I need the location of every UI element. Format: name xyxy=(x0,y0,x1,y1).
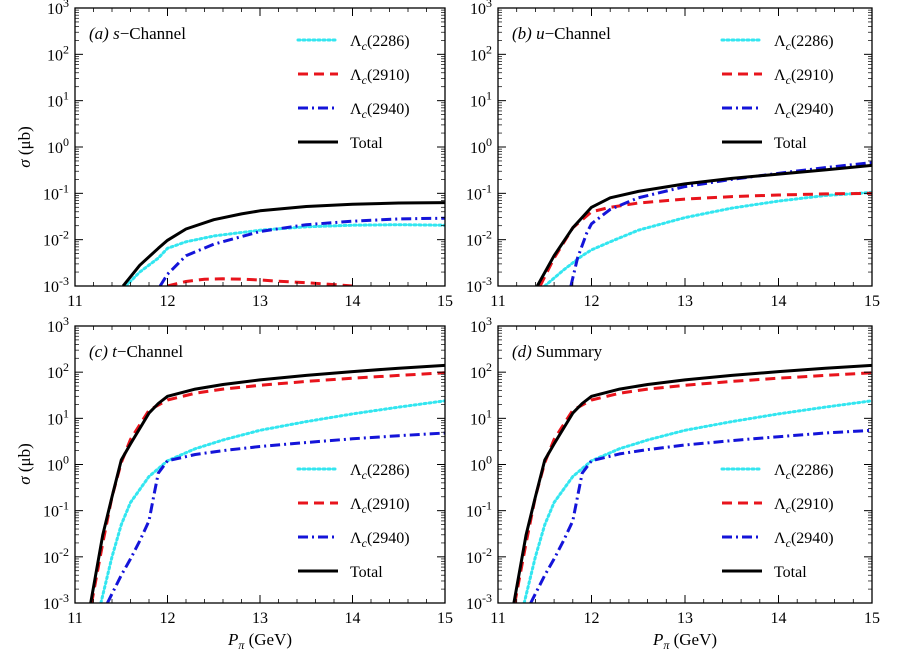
series-line-total xyxy=(121,201,445,286)
y-tick-label: 103 xyxy=(47,0,69,18)
x-tick-label: 13 xyxy=(252,293,268,310)
legend-label-total: Total xyxy=(350,564,383,581)
legend: Λc(2286) Λc(2910) Λc(2940) Total xyxy=(296,462,410,581)
x-tick-label: 14 xyxy=(345,610,361,627)
series-line-c-2286 xyxy=(99,399,445,603)
y-tick-label: 10-1 xyxy=(466,499,492,521)
series-line-c-2940 xyxy=(569,161,872,286)
panel-label: (d) Summary xyxy=(512,342,603,361)
y-tick-label: 10-1 xyxy=(43,181,69,203)
y-tick-label: 102 xyxy=(470,360,492,382)
series-line-c-2910 xyxy=(167,277,353,286)
y-tick-label: 101 xyxy=(47,406,69,428)
panel-4: 11 12 13 14 15 10-3 10-2 10-1 100 101 102 103 (d) Su… xyxy=(466,314,880,627)
series-line-c-2940 xyxy=(529,428,872,603)
x-axis-label: Pπ (GeV) xyxy=(652,630,717,652)
y-tick-label: 100 xyxy=(470,135,492,157)
x-tick-label: 11 xyxy=(67,610,82,627)
x-axis-label: Pπ (GeV) xyxy=(227,630,292,652)
y-tick-label: 10-3 xyxy=(466,591,492,613)
y-tick-label: 10-1 xyxy=(466,181,492,203)
x-tick-label: 12 xyxy=(584,293,600,310)
legend-label-c-2286: Λc(2286) xyxy=(774,462,834,482)
x-tick-label: 11 xyxy=(490,610,505,627)
series-line-c-2286 xyxy=(522,399,872,603)
legend-label-c-2910: Λc(2910) xyxy=(350,496,410,516)
x-tick-label: 13 xyxy=(677,610,693,627)
legend: Λc(2286) Λc(2910) Λc(2940) Total xyxy=(296,33,410,152)
series-line-total xyxy=(535,163,872,286)
legend: Λc(2286) Λc(2910) Λc(2940) Total xyxy=(720,33,834,152)
x-tick-label: 15 xyxy=(864,610,880,627)
x-tick-label: 12 xyxy=(160,610,176,627)
series-line-c-2286 xyxy=(124,223,445,286)
y-tick-label: 101 xyxy=(470,89,492,111)
x-tick-label: 14 xyxy=(771,610,787,627)
x-tick-label: 13 xyxy=(677,293,693,310)
legend-label-c-2940: Λc(2940) xyxy=(350,530,410,550)
y-tick-label: 10-3 xyxy=(466,274,492,296)
series-group xyxy=(89,363,445,603)
y-tick-label: 10-3 xyxy=(43,591,69,613)
legend-label-c-2286: Λc(2286) xyxy=(350,33,410,53)
y-tick-label: 10-2 xyxy=(466,228,492,250)
y-tick-label: 10-1 xyxy=(43,499,69,521)
y-tick-label: 102 xyxy=(47,360,69,382)
panel-1: 11 12 13 14 15 10-3 10-2 10-1 100 101 102 103 (a) s−… xyxy=(43,0,453,310)
x-tick-label: 11 xyxy=(490,293,505,310)
series-line-total xyxy=(512,363,872,603)
legend-label-c-2286: Λc(2286) xyxy=(774,33,834,53)
x-tick-label: 11 xyxy=(67,293,82,310)
legend-label-total: Total xyxy=(774,564,807,581)
y-tick-label: 101 xyxy=(47,89,69,111)
x-tick-label: 13 xyxy=(252,610,268,627)
x-tick-label: 14 xyxy=(771,293,787,310)
y-tick-label: 10-2 xyxy=(43,545,69,567)
y-tick-label: 100 xyxy=(47,453,69,475)
panel-label: (b) u−Channel xyxy=(512,24,611,43)
y-tick-label: 103 xyxy=(470,314,492,336)
legend-label-total: Total xyxy=(350,135,383,152)
series-group xyxy=(535,161,872,286)
legend-label-c-2286: Λc(2286) xyxy=(350,462,410,482)
panel-label: (c) t−Channel xyxy=(89,342,183,361)
series-line-c-2940 xyxy=(106,431,445,603)
x-tick-label: 15 xyxy=(437,610,453,627)
legend-label-c-2910: Λc(2910) xyxy=(774,496,834,516)
y-tick-label: 101 xyxy=(470,406,492,428)
x-tick-label: 15 xyxy=(437,293,453,310)
legend-label-c-2940: Λc(2940) xyxy=(774,530,834,550)
y-tick-label: 10-3 xyxy=(43,274,69,296)
x-tick-label: 12 xyxy=(160,293,176,310)
legend-label-c-2910: Λc(2910) xyxy=(350,67,410,87)
y-tick-label: 102 xyxy=(47,42,69,64)
legend: Λc(2286) Λc(2910) Λc(2940) Total xyxy=(720,462,834,581)
y-tick-label: 103 xyxy=(470,0,492,18)
x-tick-label: 15 xyxy=(864,293,880,310)
y-axis-label: σ (μb) xyxy=(15,443,34,485)
legend-label-total: Total xyxy=(774,135,807,152)
legend-label-c-2910: Λc(2910) xyxy=(774,67,834,87)
y-tick-label: 103 xyxy=(47,314,69,336)
series-line-c-2940 xyxy=(158,216,445,286)
series-group xyxy=(121,201,445,286)
x-tick-label: 12 xyxy=(584,610,600,627)
panel-2: 11 12 13 14 15 10-3 10-2 10-1 100 101 102 103 (b) u−… xyxy=(466,0,880,310)
y-tick-label: 10-2 xyxy=(43,228,69,250)
legend-label-c-2940: Λc(2940) xyxy=(774,101,834,121)
x-tick-label: 14 xyxy=(345,293,361,310)
panel-3: 11 12 13 14 15 10-3 10-2 10-1 100 101 102 103 (c) t−… xyxy=(43,314,453,627)
series-group xyxy=(512,363,872,603)
legend-label-c-2940: Λc(2940) xyxy=(350,101,410,121)
y-tick-label: 10-2 xyxy=(466,545,492,567)
panel-label: (a) s−Channel xyxy=(89,24,186,43)
series-line-total xyxy=(89,363,445,603)
y-axis-label: σ (μb) xyxy=(15,126,34,168)
y-tick-label: 100 xyxy=(470,453,492,475)
y-tick-label: 102 xyxy=(470,42,492,64)
y-tick-label: 100 xyxy=(47,135,69,157)
